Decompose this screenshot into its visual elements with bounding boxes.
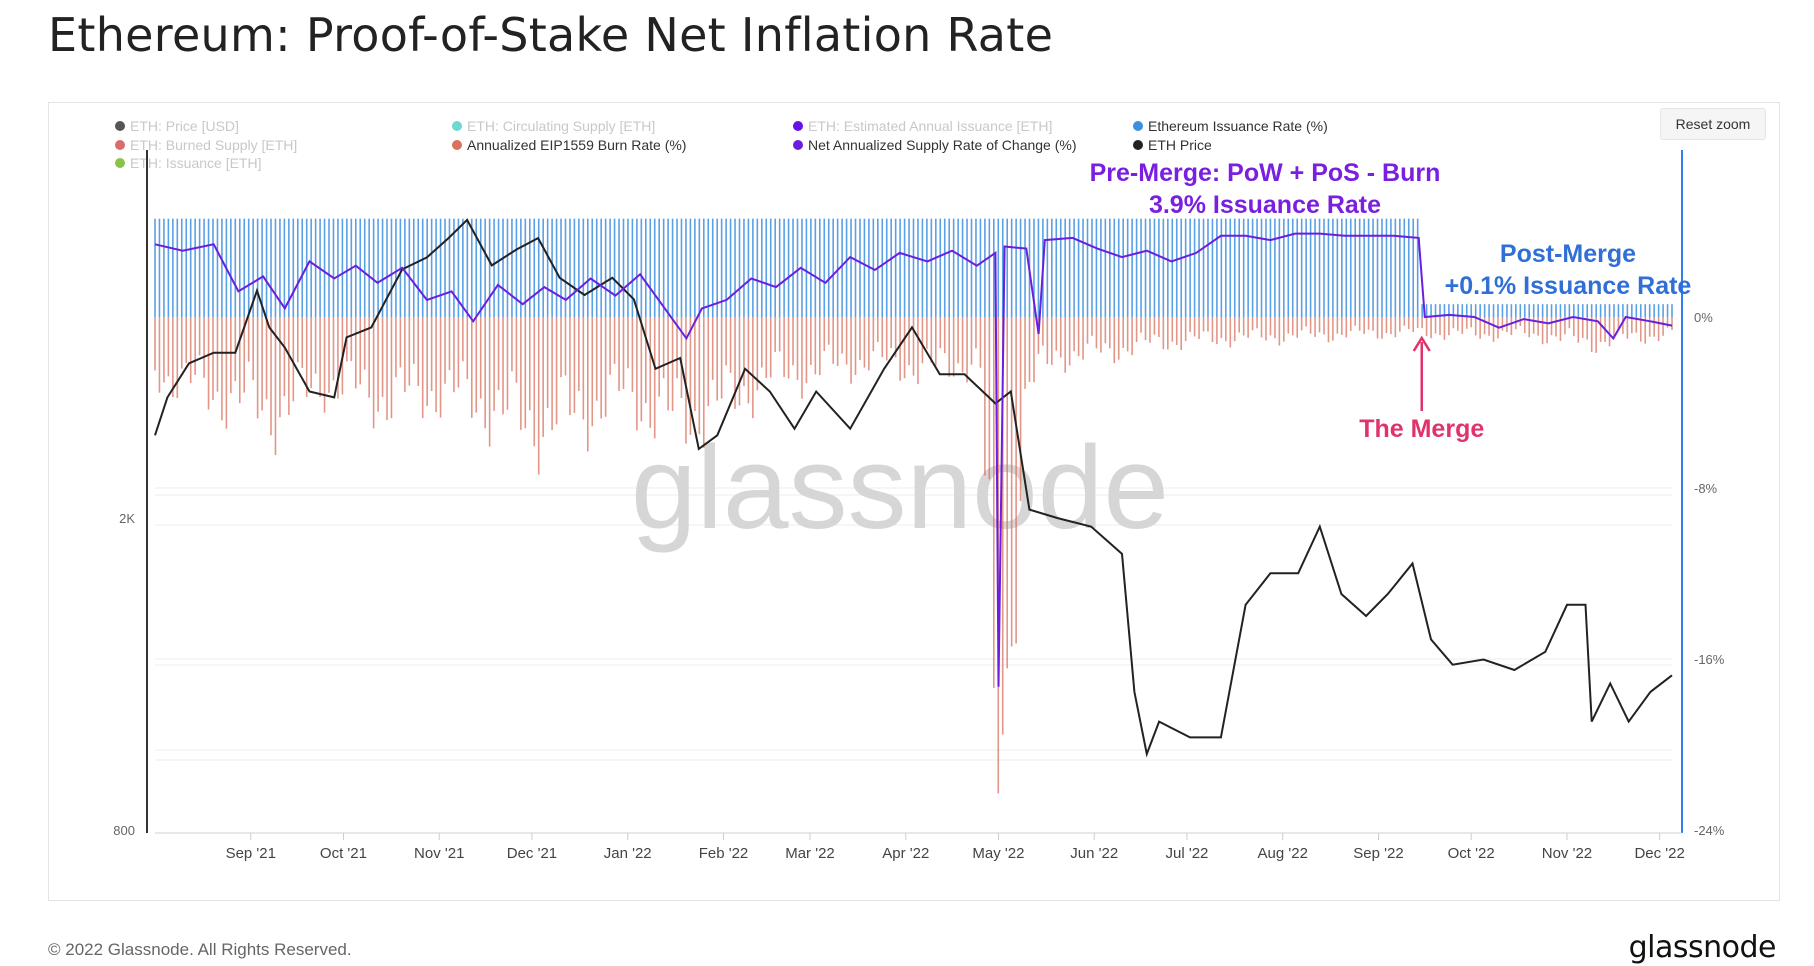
- x-tick-label: Oct '21: [320, 845, 367, 862]
- legend-item[interactable]: Ethereum Issuance Rate (%): [1133, 118, 1328, 134]
- x-tick-label: Nov '22: [1542, 845, 1592, 862]
- pre-merge-annotation: Pre-Merge: PoW + PoS - Burn: [1090, 159, 1441, 187]
- x-tick-label: Sep '22: [1353, 845, 1403, 862]
- y-right-tick-label: -8%: [1694, 481, 1718, 496]
- x-tick-label: Aug '22: [1258, 845, 1308, 862]
- legend-label: ETH: Burned Supply [ETH]: [130, 137, 298, 153]
- y-right-tick-label: 0%: [1694, 310, 1713, 325]
- legend-marker-icon: [1133, 121, 1143, 131]
- x-tick-label: May '22: [972, 845, 1024, 862]
- x-tick-label: Jun '22: [1070, 845, 1118, 862]
- post-merge-annotation: Post-Merge: [1500, 240, 1636, 268]
- copyright-text: © 2022 Glassnode. All Rights Reserved.: [48, 940, 352, 959]
- legend-marker-icon: [452, 121, 462, 131]
- legend-item[interactable]: Annualized EIP1559 Burn Rate (%): [452, 137, 686, 153]
- legend-label: ETH: Issuance [ETH]: [130, 155, 262, 171]
- legend-item[interactable]: ETH: Estimated Annual Issuance [ETH]: [793, 118, 1052, 134]
- pre-merge-annotation: 3.9% Issuance Rate: [1149, 191, 1381, 219]
- legend-label: ETH: Estimated Annual Issuance [ETH]: [808, 118, 1053, 134]
- merge-annotation: The Merge: [1359, 415, 1484, 443]
- x-tick-label: Oct '22: [1448, 845, 1495, 862]
- legend-item[interactable]: ETH: Price [USD]: [115, 118, 239, 134]
- legend-item[interactable]: ETH: Issuance [ETH]: [115, 155, 261, 171]
- y-right-tick-label: -24%: [1694, 823, 1725, 838]
- x-tick-label: Dec '22: [1634, 845, 1684, 862]
- legend-label: ETH: Price [USD]: [130, 118, 239, 134]
- y-right-tick-label: -16%: [1694, 652, 1725, 667]
- legend-marker-icon: [452, 140, 462, 150]
- page-title: Ethereum: Proof-of-Stake Net Inflation R…: [48, 8, 1054, 62]
- legend-marker-icon: [1133, 140, 1143, 150]
- x-tick-label: Jul '22: [1165, 845, 1208, 862]
- legend-marker-icon: [115, 158, 125, 168]
- legend-marker-icon: [793, 140, 803, 150]
- x-tick-label: Mar '22: [785, 845, 835, 862]
- legend-item[interactable]: ETH: Burned Supply [ETH]: [115, 137, 297, 153]
- y-left-tick-label: 2K: [119, 511, 135, 526]
- legend-label: ETH Price: [1148, 137, 1212, 153]
- x-tick-label: Sep '21: [226, 845, 276, 862]
- reset-zoom-button[interactable]: Reset zoom: [1660, 108, 1766, 140]
- x-tick-label: Nov '21: [414, 845, 464, 862]
- x-tick-label: Feb '22: [699, 845, 749, 862]
- legend-item[interactable]: Net Annualized Supply Rate of Change (%): [793, 137, 1077, 153]
- legend-marker-icon: [793, 121, 803, 131]
- post-merge-annotation: +0.1% Issuance Rate: [1445, 272, 1692, 300]
- legend-label: Annualized EIP1559 Burn Rate (%): [467, 137, 687, 153]
- legend-marker-icon: [115, 140, 125, 150]
- legend-item[interactable]: ETH: Circulating Supply [ETH]: [452, 118, 655, 134]
- x-tick-label: Apr '22: [882, 845, 929, 862]
- x-tick-label: Jan '22: [604, 845, 652, 862]
- legend-label: Ethereum Issuance Rate (%): [1148, 118, 1328, 134]
- legend-label: Net Annualized Supply Rate of Change (%): [808, 137, 1077, 153]
- x-tick-label: Dec '21: [507, 845, 557, 862]
- watermark-text: glassnode: [631, 422, 1169, 554]
- legend-label: ETH: Circulating Supply [ETH]: [467, 118, 656, 134]
- net-supply-line: [154, 232, 1673, 687]
- y-left-tick-label: 800: [113, 823, 135, 838]
- legend-item[interactable]: ETH Price: [1133, 137, 1212, 153]
- merge-arrow-icon: [1412, 335, 1431, 352]
- brand-logo: glassnode: [1628, 930, 1777, 965]
- eth-price-line: [154, 218, 1673, 758]
- legend-marker-icon: [115, 121, 125, 131]
